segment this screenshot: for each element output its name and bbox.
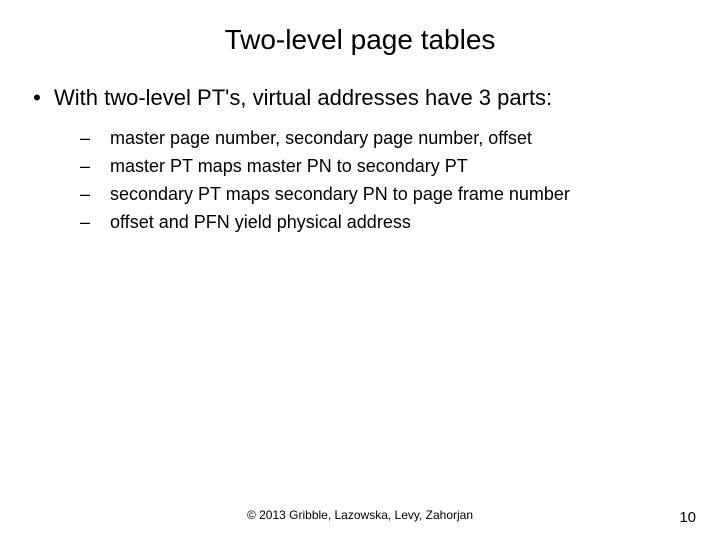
- footer-copyright: © 2013 Gribble, Lazowska, Levy, Zahorjan: [0, 508, 720, 522]
- bullet-level1: • With two-level PT's, virtual addresses…: [20, 84, 700, 112]
- page-number: 10: [679, 509, 696, 526]
- bullet-level2-text: offset and PFN yield physical address: [110, 210, 411, 234]
- slide-content: • With two-level PT's, virtual addresses…: [0, 56, 720, 234]
- bullet-marker: •: [20, 84, 54, 112]
- bullet-level2-text: master page number, secondary page numbe…: [110, 126, 532, 150]
- dash-marker: –: [80, 182, 110, 206]
- slide: Two-level page tables • With two-level P…: [0, 0, 720, 540]
- dash-marker: –: [80, 210, 110, 234]
- dash-marker: –: [80, 154, 110, 178]
- slide-title: Two-level page tables: [0, 0, 720, 56]
- bullet-level2-item: – offset and PFN yield physical address: [80, 210, 700, 234]
- bullet-level2-text: secondary PT maps secondary PN to page f…: [110, 182, 570, 206]
- bullet-level1-text: With two-level PT's, virtual addresses h…: [54, 84, 552, 112]
- bullet-level2-item: – master page number, secondary page num…: [80, 126, 700, 150]
- dash-marker: –: [80, 126, 110, 150]
- bullet-level2-item: – master PT maps master PN to secondary …: [80, 154, 700, 178]
- bullet-level2-text: master PT maps master PN to secondary PT: [110, 154, 468, 178]
- bullet-level2-group: – master page number, secondary page num…: [20, 126, 700, 234]
- bullet-level2-item: – secondary PT maps secondary PN to page…: [80, 182, 700, 206]
